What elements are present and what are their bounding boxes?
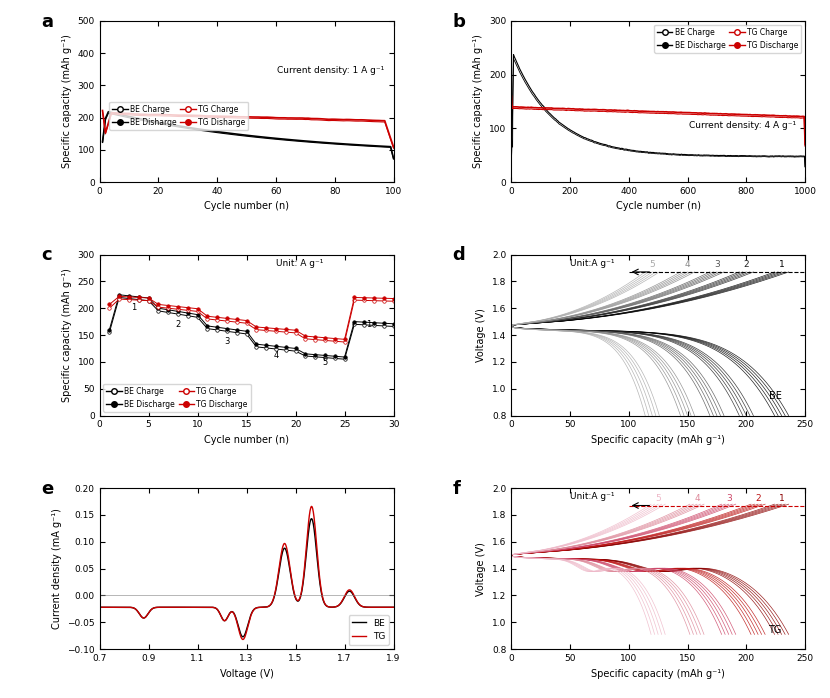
- Text: 4: 4: [685, 260, 691, 269]
- BE: [306, 514, 316, 523]
- Text: 2: 2: [175, 320, 181, 329]
- Text: 5: 5: [322, 358, 328, 367]
- Text: 2: 2: [755, 493, 761, 503]
- BE: [319, 596, 329, 604]
- BE: [349, 591, 359, 600]
- Text: c: c: [41, 246, 51, 265]
- Text: 5: 5: [649, 260, 655, 269]
- TG: [266, 600, 276, 609]
- Y-axis label: Voltage (V): Voltage (V): [476, 542, 486, 595]
- BE: [282, 551, 292, 559]
- X-axis label: Cycle number (n): Cycle number (n): [204, 435, 289, 445]
- Text: a: a: [41, 13, 53, 31]
- Text: 1: 1: [366, 320, 372, 329]
- Text: TG: TG: [769, 625, 782, 634]
- TG: [238, 635, 248, 644]
- TG: [95, 603, 105, 611]
- Text: 1: 1: [131, 303, 136, 312]
- Text: 1: 1: [779, 493, 784, 503]
- X-axis label: Specific capacity (mAh g⁻¹): Specific capacity (mAh g⁻¹): [591, 435, 725, 445]
- X-axis label: Cycle number (n): Cycle number (n): [616, 202, 701, 211]
- Y-axis label: Specific capacity (mAh g⁻¹): Specific capacity (mAh g⁻¹): [62, 34, 72, 168]
- Text: 4: 4: [694, 493, 700, 503]
- Text: d: d: [452, 246, 465, 265]
- TG: [282, 547, 292, 555]
- Y-axis label: Voltage (V): Voltage (V): [476, 308, 486, 362]
- Text: 3: 3: [714, 260, 720, 269]
- BE: [388, 603, 398, 611]
- Text: Current density: 1 A g⁻¹: Current density: 1 A g⁻¹: [277, 66, 385, 75]
- BE: [113, 603, 123, 611]
- Text: 3: 3: [725, 493, 731, 503]
- Text: f: f: [452, 480, 460, 498]
- Text: b: b: [452, 13, 466, 31]
- Line: TG: TG: [100, 507, 393, 639]
- Text: 1: 1: [779, 260, 784, 269]
- Y-axis label: Specific capacity (mAh g⁻¹): Specific capacity (mAh g⁻¹): [62, 268, 72, 402]
- Line: BE: BE: [100, 519, 393, 637]
- X-axis label: Voltage (V): Voltage (V): [220, 669, 274, 678]
- TG: [349, 590, 359, 598]
- Text: 5: 5: [655, 493, 661, 503]
- BE: [238, 632, 248, 641]
- Y-axis label: Current density (mA g⁻¹): Current density (mA g⁻¹): [51, 508, 61, 629]
- Text: 4: 4: [273, 351, 279, 360]
- Legend: BE Charge, BE Discharge, TG Charge, TG Discharge: BE Charge, BE Discharge, TG Charge, TG D…: [104, 384, 251, 412]
- X-axis label: Cycle number (n): Cycle number (n): [204, 202, 289, 211]
- TG: [319, 595, 329, 604]
- Text: BE: BE: [769, 391, 782, 401]
- TG: [113, 603, 123, 611]
- TG: [388, 603, 398, 611]
- Text: 3: 3: [224, 336, 230, 346]
- BE: [95, 603, 105, 611]
- BE: [266, 600, 276, 609]
- TG: [306, 503, 316, 511]
- TG: [273, 569, 283, 577]
- Text: 2: 2: [744, 260, 749, 269]
- Legend: BE Charge, BE Disharge, TG Charge, TG Disharge: BE Charge, BE Disharge, TG Charge, TG Di…: [110, 102, 248, 130]
- Text: Unit: A g⁻¹: Unit: A g⁻¹: [276, 260, 324, 268]
- X-axis label: Specific capacity (mAh g⁻¹): Specific capacity (mAh g⁻¹): [591, 669, 725, 678]
- Legend: BE, TG: BE, TG: [349, 615, 389, 645]
- Text: Current density: 4 A g⁻¹: Current density: 4 A g⁻¹: [689, 121, 796, 130]
- Legend: BE Charge, BE Discharge, TG Charge, TG Discharge: BE Charge, BE Discharge, TG Charge, TG D…: [654, 24, 801, 52]
- Text: Unit:A g⁻¹: Unit:A g⁻¹: [570, 493, 614, 501]
- Text: Unit:A g⁻¹: Unit:A g⁻¹: [570, 259, 614, 268]
- BE: [273, 571, 283, 579]
- Text: e: e: [41, 480, 53, 498]
- Y-axis label: Specific capacity (mAh g⁻¹): Specific capacity (mAh g⁻¹): [473, 34, 484, 168]
